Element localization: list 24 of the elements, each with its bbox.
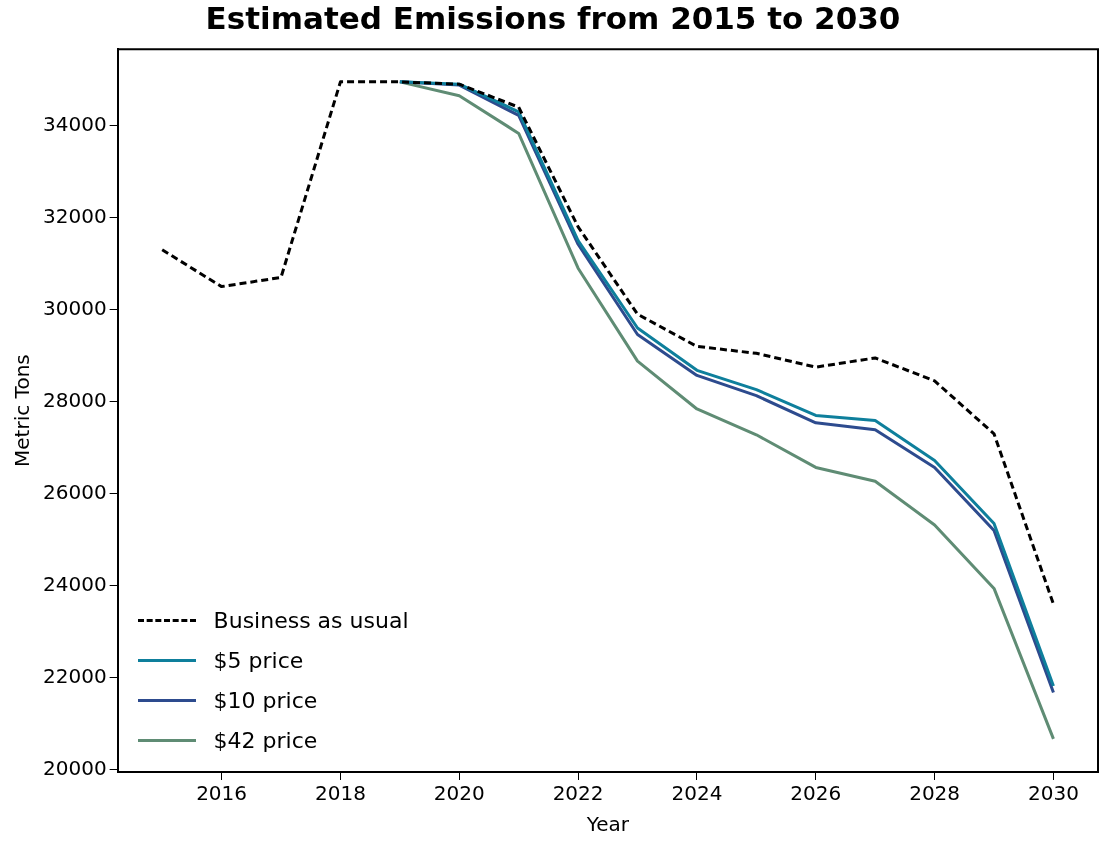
y-tick-label: 24000 (43, 571, 107, 596)
x-axis-title: Year (585, 812, 630, 837)
y-tick-label: 20000 (43, 755, 107, 780)
legend-label: $42 price (213, 727, 318, 753)
y-tick-label: 34000 (43, 111, 107, 136)
x-tick-label: 2016 (196, 781, 248, 806)
legend-label: $5 price (213, 647, 304, 673)
x-tick-label: 2030 (1027, 781, 1079, 806)
x-tick-label: 2026 (790, 781, 842, 806)
y-tick-label: 28000 (43, 387, 107, 412)
chart-title: Estimated Emissions from 2015 to 2030 (205, 0, 901, 36)
x-tick-label: 2028 (909, 781, 961, 806)
y-tick-label: 32000 (43, 203, 107, 228)
x-tick-label: 2018 (314, 781, 366, 806)
y-tick-label: 26000 (43, 479, 107, 504)
line-series (160, 80, 1055, 606)
y-tick-label: 30000 (43, 295, 107, 320)
legend-label: Business as usual (213, 607, 409, 633)
x-tick-label: 2020 (433, 781, 485, 806)
y-tick-label: 22000 (43, 663, 107, 688)
x-tick-label: 2024 (671, 781, 723, 806)
x-tick-label: 2022 (552, 781, 604, 806)
legend-label: $10 price (213, 687, 318, 713)
y-axis-title: Metric Tons (10, 354, 35, 467)
